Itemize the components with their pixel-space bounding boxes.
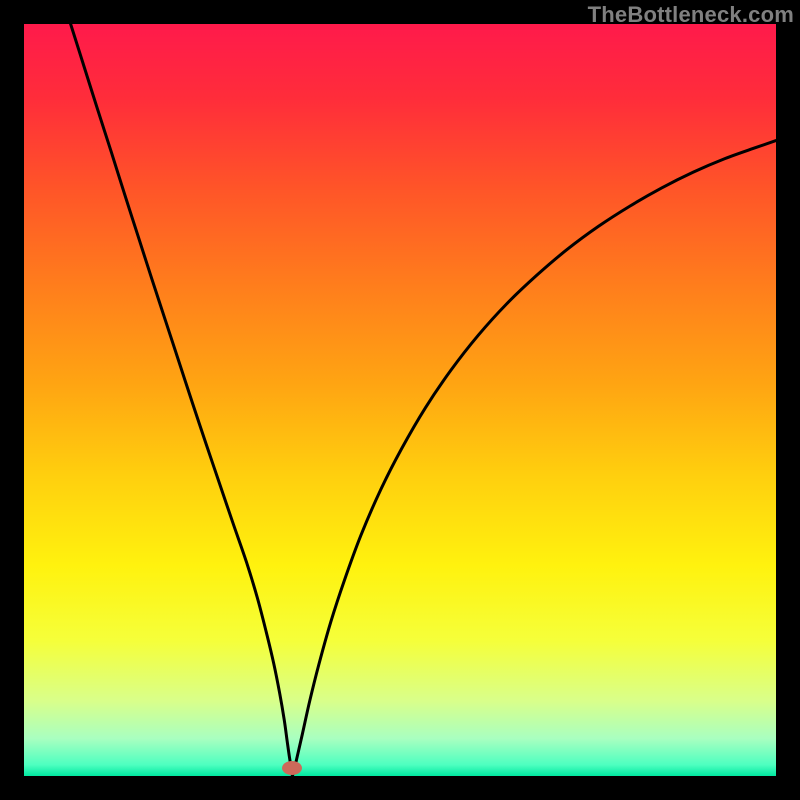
outer-container: TheBottleneck.com bbox=[0, 0, 800, 800]
vertex-marker bbox=[282, 761, 302, 775]
watermark-text: TheBottleneck.com bbox=[588, 2, 794, 28]
gradient-background bbox=[24, 24, 776, 776]
chart-svg bbox=[24, 24, 776, 776]
plot-area bbox=[24, 24, 776, 776]
